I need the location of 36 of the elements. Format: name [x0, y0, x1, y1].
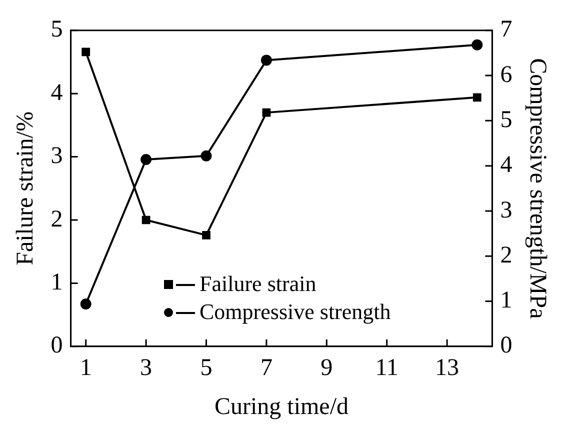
- point: [200, 150, 212, 162]
- x-tick-label: 11: [375, 355, 398, 382]
- legend-label: Compressive strength: [172, 298, 391, 326]
- y2-tick-label: 4: [500, 152, 512, 178]
- y-tick-label: 2: [50, 206, 63, 232]
- x-tick-label: 1: [80, 355, 92, 382]
- x-axis-title: Curing time/d: [214, 394, 348, 420]
- y-tick-label: 5: [50, 16, 63, 43]
- point: [262, 108, 271, 117]
- y-tick-label: 1: [50, 269, 63, 296]
- x-tick-label: 5: [200, 355, 212, 382]
- y-tick-label: 0: [50, 332, 63, 359]
- y-axis-title: Failure strain/%: [12, 111, 39, 266]
- point: [260, 54, 272, 66]
- point: [80, 298, 92, 310]
- y2-tick-label: 3: [500, 197, 512, 224]
- point: [202, 230, 210, 240]
- y-tick-label: 4: [50, 80, 63, 106]
- y2-tick-label: 5: [500, 106, 512, 133]
- x-tick-label: 9: [320, 355, 333, 382]
- point: [140, 154, 152, 166]
- point: [472, 93, 482, 102]
- point: [142, 216, 150, 224]
- y2-tick-label: 7: [500, 16, 512, 43]
- y2-tick-label: 0: [500, 332, 512, 359]
- y2-axis-title: Compressive strength/MPa: [524, 58, 550, 320]
- y-tick-label: 3: [50, 143, 63, 170]
- y2-tick-label: 1: [500, 288, 512, 314]
- x-tick-label: 13: [435, 355, 460, 382]
- y2-tick-label: 2: [500, 242, 512, 268]
- point: [82, 48, 90, 56]
- x-tick-label: 3: [140, 355, 152, 382]
- legend-label: Failure strain: [172, 270, 316, 298]
- point: [472, 39, 483, 50]
- y2-tick-label: 6: [500, 62, 512, 88]
- x-tick-label: 7: [260, 355, 272, 382]
